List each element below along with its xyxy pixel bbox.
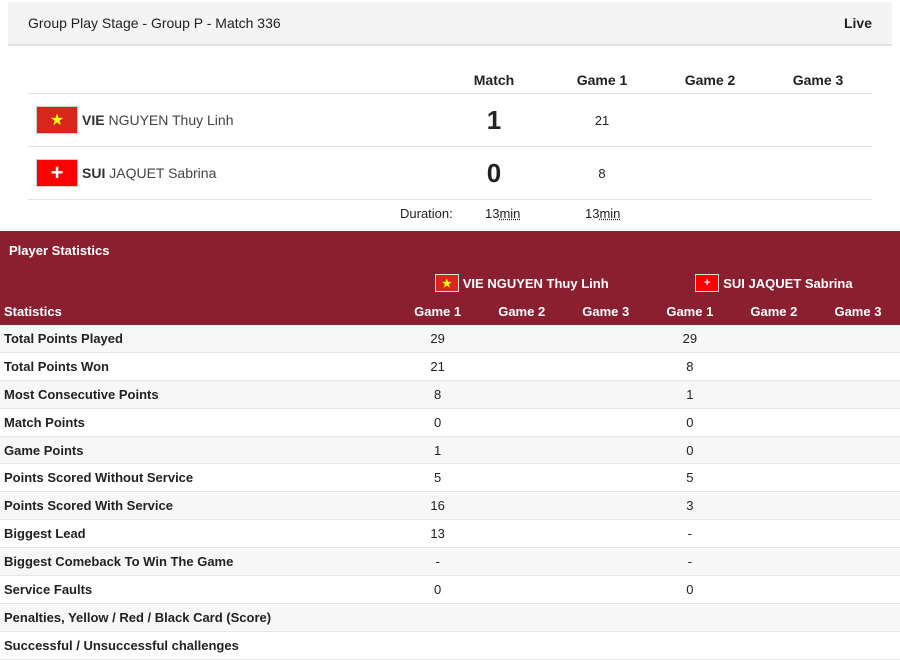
col-game2: Game 2	[684, 71, 736, 88]
player-row: ★ VIE NGUYEN Thuy Linh 1 21	[28, 94, 872, 147]
p1-game1-value: 5	[434, 470, 442, 486]
stat-label: Match Points	[4, 414, 85, 430]
p1-game1-header: Game 1	[414, 304, 462, 319]
player-name[interactable]: NGUYEN Thuy Linh	[108, 112, 234, 128]
stat-label: Points Scored With Service	[4, 498, 173, 514]
stats-title: Player Statistics	[9, 243, 110, 258]
player-statistics: Player Statistics ★ VIE NGUYEN Thuy Linh …	[0, 231, 900, 660]
p1-game1-value: 1	[434, 442, 442, 458]
stat-label: Biggest Lead	[4, 526, 86, 542]
p2-game1-value: 0	[686, 414, 694, 430]
stat-row: Points Scored With Service 16 3	[0, 492, 900, 521]
player-name[interactable]: JAQUET Sabrina	[109, 165, 217, 181]
switzerland-flag-icon: +	[695, 274, 720, 292]
switzerland-flag-icon: +	[36, 159, 78, 187]
p1-game1-value: 8	[434, 386, 442, 402]
match-duration: 13min	[485, 206, 521, 221]
p1-game1-value: 0	[434, 581, 442, 597]
stat-label: Game Points	[4, 442, 84, 458]
stat-row: Game Points 1 0	[0, 436, 900, 465]
match-score: 1	[486, 104, 502, 135]
col-game1: Game 1	[576, 71, 628, 88]
stat-label: Total Points Won	[4, 358, 109, 374]
p2-game1-value: -	[687, 554, 693, 570]
game1-duration: 13min	[585, 206, 621, 221]
col-game3: Game 3	[792, 71, 844, 88]
p1-game1-value: 21	[430, 358, 445, 374]
score-header: Match Game 1 Game 2 Game 3	[28, 66, 872, 94]
p2-game1-value: 3	[686, 498, 694, 514]
p1-game3-header: Game 3	[582, 304, 630, 319]
p2-game1-value: 29	[682, 330, 698, 346]
p2-game1-value: 0	[686, 581, 694, 597]
stats-player-1: ★ VIE NGUYEN Thuy Linh	[396, 274, 648, 292]
live-status: Live	[843, 15, 872, 31]
stat-label: Total Points Played	[4, 330, 123, 346]
stat-row: Points Scored Without Service 5 5	[0, 464, 900, 493]
stat-label: Service Faults	[4, 581, 93, 597]
statistics-header: Statistics	[4, 304, 62, 319]
stat-label: Successful / Unsuccessful challenges	[4, 637, 239, 653]
stat-row: Most Consecutive Points 8 1	[0, 380, 900, 409]
stat-row: Biggest Comeback To Win The Game - -	[0, 548, 900, 577]
col-match: Match	[473, 71, 515, 88]
stat-label: Points Scored Without Service	[4, 470, 194, 486]
p2-game1-value: 8	[686, 358, 694, 374]
vietnam-flag-icon: ★	[36, 106, 78, 134]
match-title: Group Play Stage - Group P - Match 336	[28, 15, 281, 31]
stat-label: Biggest Comeback To Win The Game	[4, 554, 234, 570]
match-header: Group Play Stage - Group P - Match 336 L…	[8, 2, 892, 46]
p2-game1-value: 0	[686, 442, 694, 458]
p2-game1-header: Game 1	[666, 304, 714, 319]
duration-label: Duration:	[400, 206, 453, 221]
p1-game1-value: -	[435, 554, 440, 570]
game1-score: 21	[594, 112, 610, 128]
player-row: + SUI JAQUET Sabrina 0 8	[28, 147, 872, 200]
vietnam-flag-icon: ★	[434, 274, 459, 292]
p1-game2-header: Game 2	[498, 304, 546, 319]
match-score: 0	[486, 157, 502, 188]
stats-player-2: + SUI JAQUET Sabrina	[648, 274, 900, 292]
stat-row: Total Points Won 21 8	[0, 353, 900, 381]
country-code: SUI	[82, 165, 106, 181]
p1-game1-value: 16	[430, 498, 445, 514]
score-table: Match Game 1 Game 2 Game 3 ★ VIE NGUYEN …	[28, 66, 872, 200]
p2-game3-header: Game 3	[834, 304, 882, 319]
stat-row: Match Points 0 0	[0, 409, 900, 437]
p1-game1-value: 29	[430, 330, 445, 346]
stat-row: Service Faults 0 0	[0, 576, 900, 604]
stat-label: Penalties, Yellow / Red / Black Card (Sc…	[4, 609, 272, 625]
stat-label: Most Consecutive Points	[4, 386, 159, 402]
country-code: VIE	[82, 112, 105, 128]
stat-row: Biggest Lead 13 -	[0, 520, 900, 549]
stat-row: Total Points Played 29 29	[0, 325, 900, 353]
p1-game1-value: 0	[434, 414, 442, 430]
p2-game2-header: Game 2	[750, 304, 798, 319]
p1-game1-value: 13	[430, 526, 445, 542]
stat-row: Penalties, Yellow / Red / Black Card (Sc…	[0, 603, 900, 632]
p2-game1-value: -	[687, 526, 693, 542]
p2-game1-value: 5	[686, 470, 694, 486]
game1-score: 8	[598, 165, 606, 181]
p2-game1-value: 1	[686, 386, 694, 402]
